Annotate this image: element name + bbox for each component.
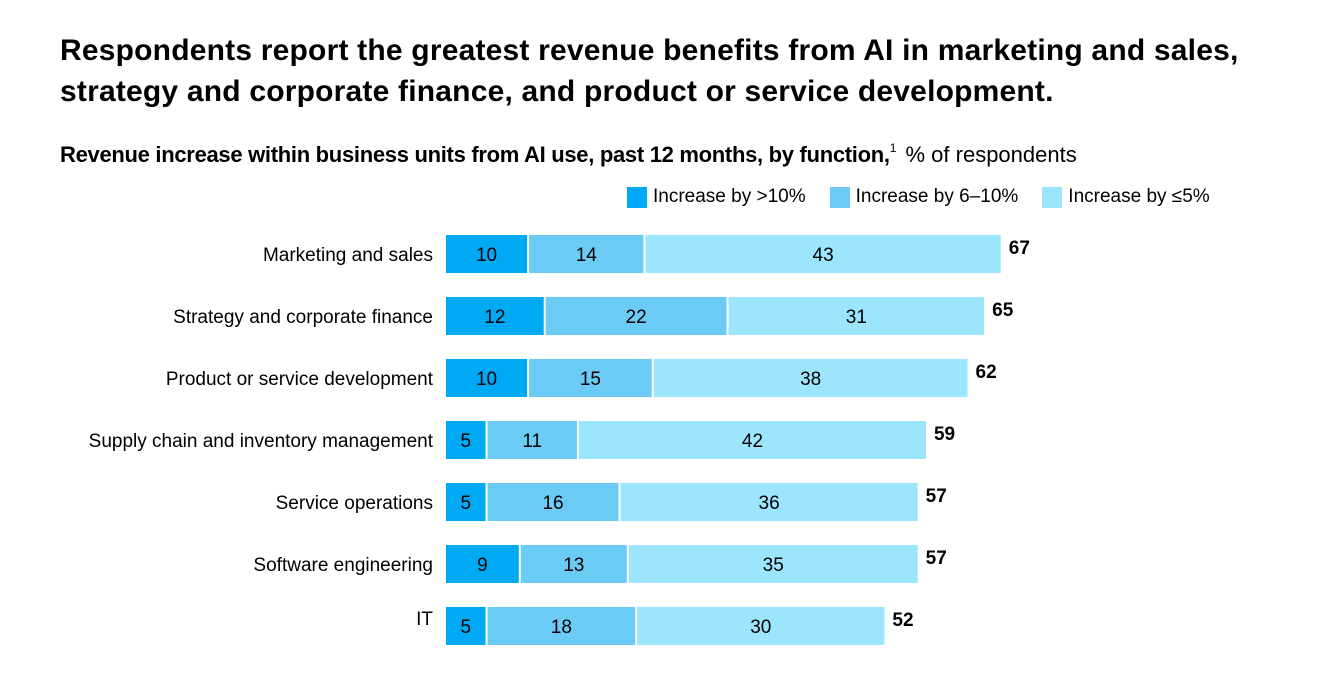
segment-label: 12: [484, 307, 505, 328]
bar-segment: [529, 235, 644, 273]
segment-label: 18: [551, 617, 572, 638]
segment-label: 43: [813, 245, 834, 266]
bar-row: IT 5 18 30 52: [416, 607, 914, 645]
bar-row: Strategy and corporate finance 12 22 31 65: [173, 297, 1014, 335]
total-label: 62: [976, 362, 997, 383]
legend-swatch-gt10: [627, 186, 647, 208]
segment-label: 9: [477, 555, 488, 576]
bar-segment: [446, 545, 519, 583]
category-label: Software engineering: [253, 555, 433, 576]
subtitle-unit: % of respondents: [899, 142, 1077, 167]
category-label: Supply chain and inventory management: [89, 431, 434, 452]
bar-segment: [578, 421, 926, 459]
segment-label: 38: [800, 369, 821, 390]
legend-item-le5: Increase by ≤5%: [1042, 186, 1210, 208]
subtitle-main: Revenue increase within business units f…: [60, 142, 890, 167]
legend-swatch-le5: [1042, 186, 1063, 208]
bar-segment: [645, 235, 1001, 273]
segment-label: 5: [460, 431, 471, 452]
segment-label: 11: [522, 431, 542, 452]
segment-label: 35: [763, 555, 784, 576]
segment-label: 36: [759, 493, 780, 514]
bar-segment: [637, 607, 885, 645]
total-label: 65: [992, 300, 1014, 321]
bar-segment: [487, 421, 577, 459]
segment-label: 15: [580, 369, 601, 390]
legend-item-gt10: Increase by >10%: [627, 186, 806, 208]
total-label: 52: [892, 610, 913, 631]
bar-row: Software engineering 9 13 35 57: [253, 545, 947, 583]
category-label: Marketing and sales: [263, 245, 433, 266]
segment-label: 13: [563, 555, 584, 576]
bar-row: Marketing and sales 10 14 43 67: [263, 235, 1030, 273]
bar-segment: [628, 545, 918, 583]
segment-label: 10: [476, 369, 497, 390]
bar-row: Supply chain and inventory management 5 11…: [89, 421, 955, 459]
chart-subtitle: Revenue increase within business units f…: [60, 141, 1077, 168]
bar-segment: [529, 359, 652, 397]
bar-row: Service operations 5 16 36 57: [276, 483, 947, 521]
segment-label: 16: [542, 493, 563, 514]
footnote-marker: 1: [889, 141, 897, 155]
segment-label: 42: [742, 431, 763, 452]
bar-segment: [446, 483, 486, 521]
bar-row: Product or service development 10 15 38 62: [166, 359, 997, 397]
bar-segment: [520, 545, 627, 583]
legend-swatch-6-10: [829, 186, 850, 208]
category-label: Product or service development: [166, 369, 434, 390]
bar-segment: [487, 607, 636, 645]
category-label: Service operations: [276, 493, 433, 514]
bar-segment: [446, 607, 486, 645]
segment-label: 22: [626, 307, 647, 328]
total-label: 57: [926, 548, 947, 569]
category-label: IT: [416, 609, 433, 630]
segment-label: 5: [460, 617, 471, 638]
category-label: Strategy and corporate finance: [173, 307, 433, 328]
total-label: 59: [934, 424, 955, 445]
total-label: 67: [1009, 238, 1030, 259]
segment-label: 31: [846, 307, 867, 328]
segment-label: 14: [576, 245, 598, 266]
legend-label-6-10: Increase by 6–10%: [855, 186, 1019, 207]
legend-item-6-10: Increase by 6–10%: [829, 186, 1019, 208]
legend-label-le5: Increase by ≤5%: [1068, 186, 1210, 207]
bar-segment: [728, 297, 985, 335]
bar-segment: [446, 421, 486, 459]
segment-label: 30: [750, 617, 771, 638]
bar-segment: [487, 483, 619, 521]
legend-label-gt10: Increase by >10%: [653, 186, 806, 207]
segment-label: 5: [460, 493, 471, 514]
total-label: 57: [926, 486, 947, 507]
chart-title: Respondents report the greatest revenue …: [60, 34, 1239, 108]
bar-segment: [653, 359, 968, 397]
legend: Increase by >10% Increase by 6–10% Incre…: [627, 186, 1210, 208]
bar-segment: [446, 235, 528, 273]
bar-segment: [620, 483, 918, 521]
bar-segment: [446, 297, 544, 335]
bar-segment: [545, 297, 727, 335]
segment-label: 10: [476, 245, 497, 266]
bar-segment: [446, 359, 528, 397]
